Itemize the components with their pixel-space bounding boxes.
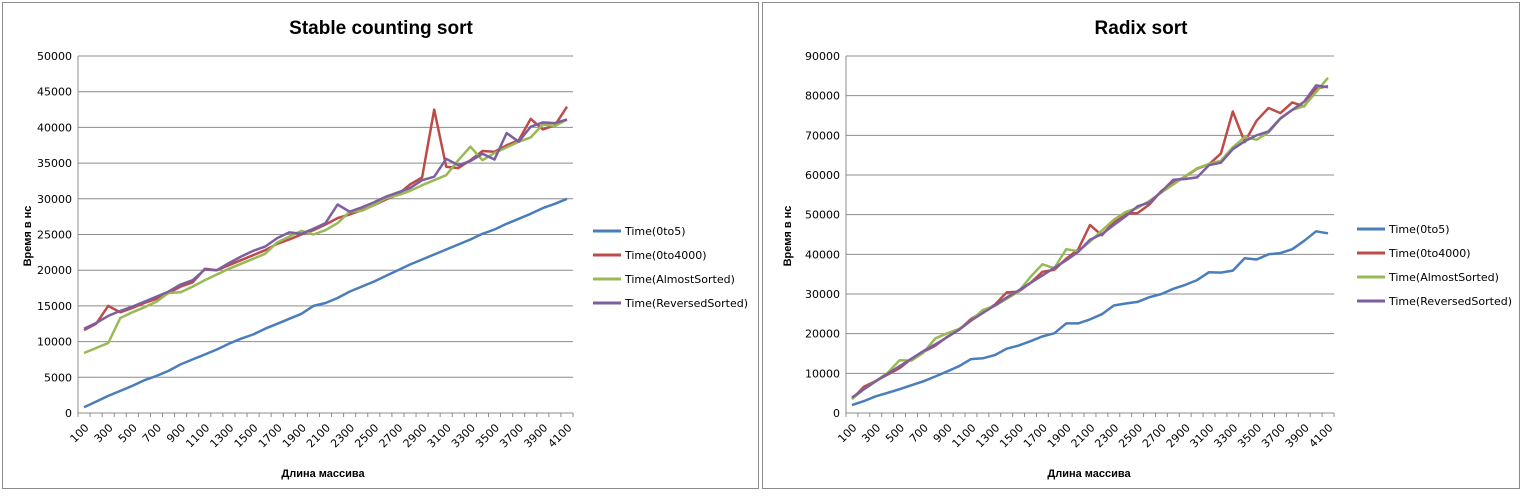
series-lines (83, 106, 569, 409)
y-tick-label: 10000 (805, 367, 840, 380)
legend-label: Time(0to5) (1388, 223, 1450, 236)
x-tick-label: 2900 (1164, 421, 1193, 450)
x-tick-label: 3700 (1259, 421, 1288, 450)
x-tick-label: 300 (859, 421, 883, 445)
x-tick-label: 2100 (304, 421, 333, 450)
x-tick-label: 300 (92, 421, 116, 445)
x-tick-label: 4100 (546, 421, 575, 450)
y-axis-title: Время в нс (782, 206, 794, 267)
y-tick-label: 70000 (805, 129, 840, 142)
x-tick-label: 2100 (1069, 421, 1098, 450)
x-tick-label: 1900 (1045, 421, 1074, 450)
x-tick-label: 3900 (521, 421, 550, 450)
y-tick-label: 0 (65, 407, 72, 420)
x-tick-label: 2700 (377, 421, 406, 450)
y-tick-label: 45000 (37, 86, 72, 99)
x-tick-label: 2500 (1116, 421, 1145, 450)
x-tick-label: 100 (68, 421, 92, 445)
gridlines (845, 55, 1334, 414)
series-line (83, 118, 568, 330)
gridlines (77, 55, 573, 414)
x-tick-label: 500 (116, 421, 140, 445)
y-tick-label: 50000 (37, 50, 72, 63)
chart-radix-sort: Radix sort 0 10000 20000 30000 40000 50000 600… (782, 18, 1512, 480)
legend-label: Time(AlmostSorted) (624, 273, 735, 286)
x-tick-label: 1300 (207, 421, 236, 450)
y-tick-label: 80000 (805, 90, 840, 103)
x-axis-ticks: 100 300 500 700 9001100130015001700190021002… (68, 413, 575, 450)
series-line (851, 84, 1329, 399)
legend-label: Time(AlmostSorted) (1388, 271, 1499, 284)
x-tick-label: 1700 (256, 421, 285, 450)
x-axis-title: Длина массива (1047, 468, 1131, 480)
x-tick-label: 4100 (1307, 421, 1336, 450)
y-tick-label: 50000 (805, 209, 840, 222)
series-lines (851, 77, 1329, 407)
x-tick-label: 500 (883, 421, 907, 445)
y-tick-label: 20000 (805, 328, 840, 341)
chart-panel-radix-sort: Radix sort 0 10000 20000 30000 40000 50000 600… (762, 2, 1520, 489)
x-axis-title: Длина массива (281, 468, 365, 480)
y-axis-title: Время в нс (22, 206, 34, 267)
y-tick-label: 30000 (805, 288, 840, 301)
series-line (83, 197, 568, 409)
x-tick-label: 2300 (1092, 421, 1121, 450)
x-tick-label: 3300 (1211, 421, 1240, 450)
x-tick-label: 1700 (1021, 421, 1050, 450)
y-tick-label: 5000 (44, 371, 72, 384)
x-tick-label: 3300 (449, 421, 478, 450)
x-tick-label: 2700 (1140, 421, 1169, 450)
chart-stable-counting-sort: Stable counting sort 0 5000 10000 15000 2000… (22, 18, 748, 480)
x-tick-label: 700 (140, 421, 164, 445)
x-tick-label: 1900 (280, 421, 309, 450)
y-tick-label: 0 (833, 407, 840, 420)
legend-label: Time(0to4000) (624, 249, 707, 262)
y-tick-label: 35000 (37, 157, 72, 170)
legend-label: Time(0to4000) (1388, 247, 1471, 260)
x-tick-label: 1500 (232, 421, 261, 450)
x-tick-label: 2900 (401, 421, 430, 450)
legend-label: Time(ReversedSorted) (624, 297, 748, 310)
x-tick-label: 1500 (997, 421, 1026, 450)
y-tick-label: 25000 (37, 229, 72, 242)
y-axis-ticks: 0 10000 20000 30000 40000 50000 60000 70000 8000… (805, 50, 840, 420)
y-tick-label: 90000 (805, 50, 840, 63)
x-tick-label: 1300 (973, 421, 1002, 450)
y-tick-label: 40000 (805, 248, 840, 261)
legend: Time(0to5) Time(0to4000) Time(AlmostSorted… (593, 225, 748, 310)
chart-panel-stable-counting-sort: Stable counting sort 0 5000 10000 15000 2000… (2, 2, 759, 489)
x-tick-label: 3900 (1283, 421, 1312, 450)
series-line (83, 118, 568, 355)
x-tick-label: 3100 (1188, 421, 1217, 450)
y-tick-label: 10000 (37, 336, 72, 349)
x-tick-label: 3100 (425, 421, 454, 450)
x-tick-label: 3500 (1235, 421, 1264, 450)
legend: Time(0to5) Time(0to4000) Time(AlmostSorted… (1357, 223, 1512, 308)
x-tick-label: 2300 (328, 421, 357, 450)
x-axis-ticks: 100 300 500 700 9001100130015001700190021002… (835, 413, 1336, 450)
y-tick-label: 40000 (37, 121, 72, 134)
y-tick-label: 15000 (37, 300, 72, 313)
y-axis-ticks: 0 5000 10000 15000 20000 25000 30000 35000 40000… (37, 50, 72, 420)
x-tick-label: 100 (835, 421, 859, 445)
x-tick-label: 1100 (950, 421, 979, 450)
y-tick-label: 30000 (37, 193, 72, 206)
x-tick-label: 700 (907, 421, 931, 445)
y-tick-label: 20000 (37, 264, 72, 277)
x-tick-label: 2500 (352, 421, 381, 450)
chart-title: Stable counting sort (289, 18, 473, 39)
y-tick-label: 60000 (805, 169, 840, 182)
chart-title: Radix sort (1095, 18, 1189, 39)
legend-label: Time(0to5) (624, 225, 686, 238)
x-tick-label: 3700 (497, 421, 526, 450)
series-line (851, 230, 1329, 407)
legend-label: Time(ReversedSorted) (1388, 295, 1512, 308)
x-tick-label: 1100 (183, 421, 212, 450)
x-tick-label: 3500 (473, 421, 502, 450)
